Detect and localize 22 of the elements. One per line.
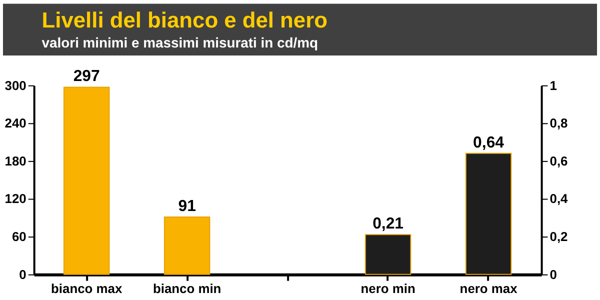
y2-tick-label: 0 (550, 266, 557, 282)
x-tick-label: bianco min (152, 280, 222, 296)
data-label: 297 (73, 68, 100, 86)
data-label: 0,64 (473, 134, 504, 152)
y-tick-label: 0 (19, 266, 26, 282)
chart-title: Livelli del bianco e del nero (42, 8, 328, 33)
y-tick-label: 60 (12, 229, 26, 244)
y-tick-label: 180 (4, 153, 26, 168)
data-label: 0,21 (372, 216, 404, 233)
y-tick-label: 240 (4, 116, 26, 131)
chart-subtitle: valori minimi e massimi misurati in cd/mq (42, 34, 318, 51)
x-tick-label: nero max (460, 280, 518, 296)
y2-tick-label: 0,4 (550, 191, 569, 206)
data-label: 91 (178, 198, 196, 216)
x-tick-label: bianco max (51, 280, 123, 296)
y2-tick-label: 1 (550, 78, 557, 93)
y-tick-label: 120 (4, 191, 26, 206)
y2-tick-label: 0,6 (550, 153, 568, 168)
x-tick-label: nero min (360, 280, 416, 296)
y-tick-label: 300 (4, 78, 26, 93)
y2-tick-label: 0,2 (550, 229, 568, 244)
y2-tick-label: 0,8 (550, 116, 568, 131)
